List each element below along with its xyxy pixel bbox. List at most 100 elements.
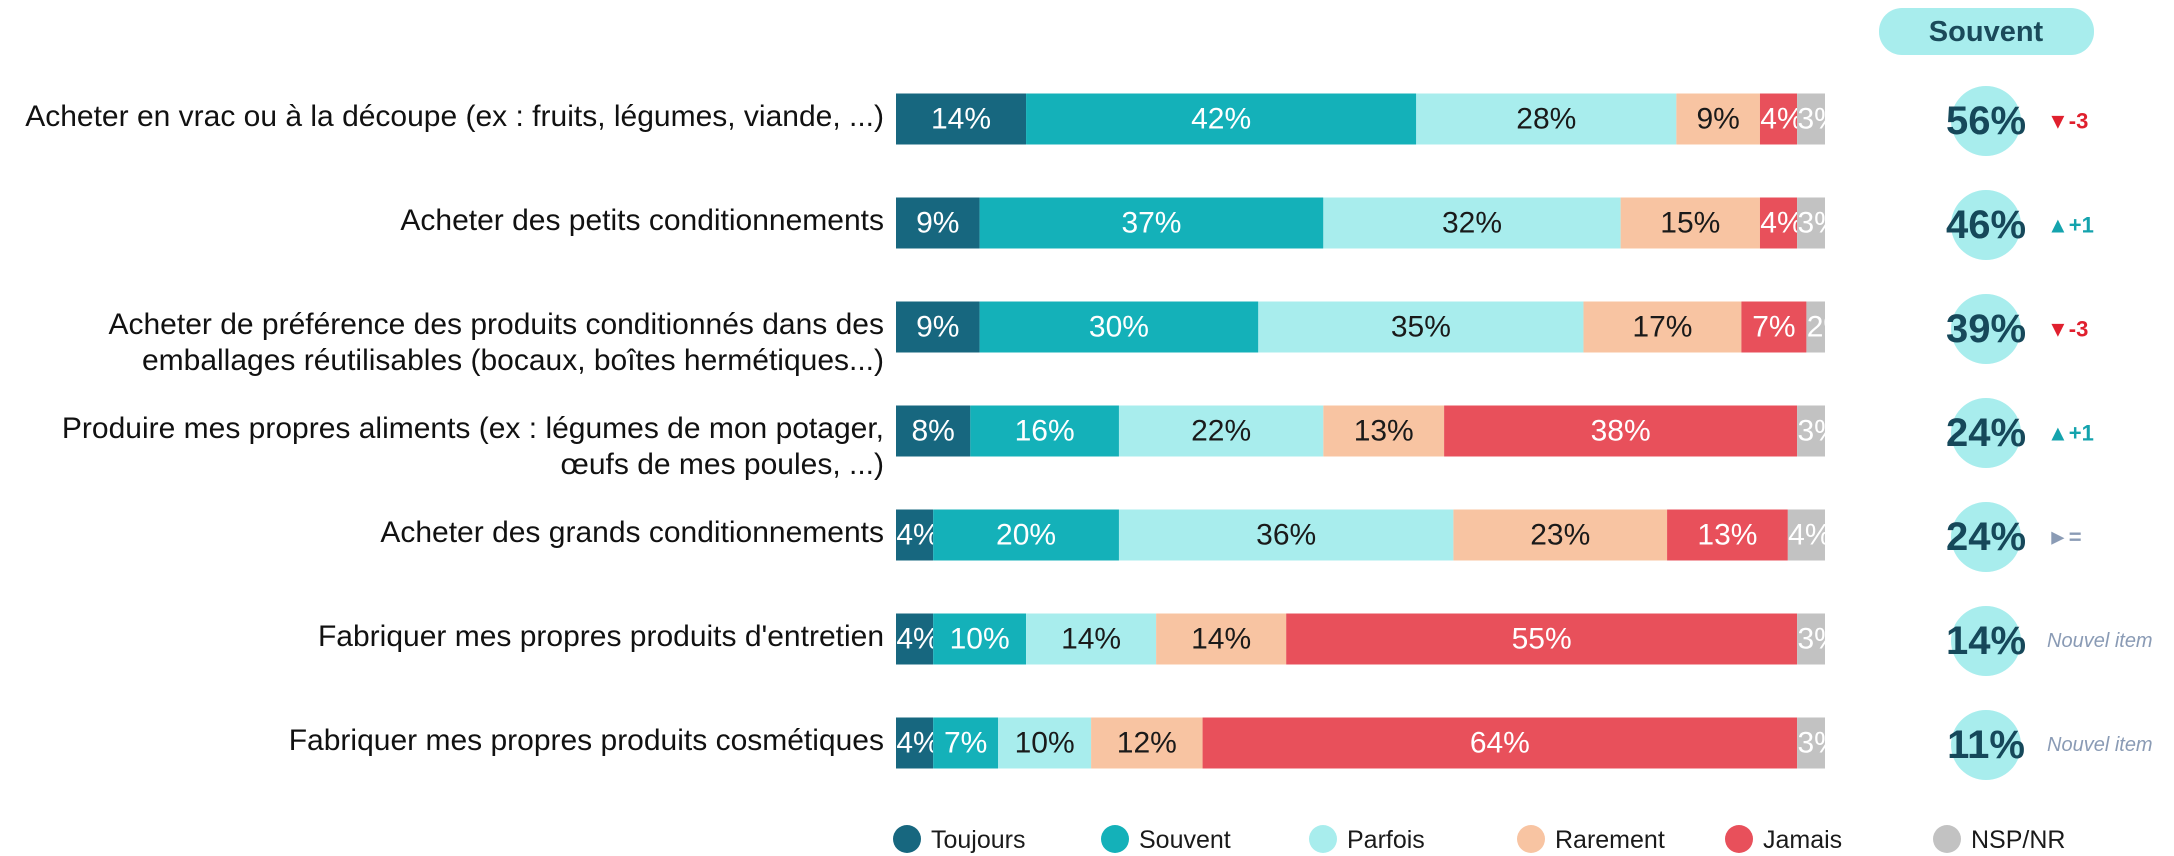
data-label: 15% xyxy=(1660,207,1720,240)
summary-change: Nouvel item xyxy=(2047,630,2153,652)
data-label: 4% xyxy=(896,519,939,552)
category-label: Produire mes propres aliments (ex : légu… xyxy=(61,412,884,481)
legend-label: Parfois xyxy=(1347,826,1425,854)
bar-segment xyxy=(896,509,934,561)
summary-bubble xyxy=(1951,502,2021,572)
legend-label: Rarement xyxy=(1555,826,1665,854)
data-label: 9% xyxy=(916,311,959,344)
bar-segment xyxy=(1676,93,1760,145)
summary-bubble xyxy=(1951,710,2021,780)
legend-label: Jamais xyxy=(1763,826,1842,854)
data-label: 55% xyxy=(1512,623,1572,656)
data-label: 20% xyxy=(996,519,1056,552)
bar-segment xyxy=(896,197,980,249)
bar-segment xyxy=(1091,717,1203,769)
summary-value: 24% xyxy=(1946,515,2026,559)
data-label: 4% xyxy=(1760,103,1803,136)
data-label: 23% xyxy=(1530,519,1590,552)
summary-value: 11% xyxy=(1947,723,2025,767)
data-label: 9% xyxy=(916,207,959,240)
data-label: 42% xyxy=(1191,103,1251,136)
summary-change: ▲+1 xyxy=(2047,421,2094,446)
bar-segment xyxy=(1620,197,1760,249)
bar-segment xyxy=(1156,613,1287,665)
summary-bubble xyxy=(1951,294,2021,364)
data-label: 4% xyxy=(896,623,939,656)
data-label: 8% xyxy=(911,415,954,448)
category-label: Acheter de préférence des produits condi… xyxy=(108,308,884,377)
data-label: 36% xyxy=(1256,519,1316,552)
bar-segment xyxy=(998,717,1092,769)
summary-change: ▼-3 xyxy=(2047,109,2088,134)
data-label: 28% xyxy=(1516,103,1576,136)
bar-segment xyxy=(1258,301,1584,353)
category-label: Fabriquer mes propres produits cosmétiqu… xyxy=(288,724,884,757)
bar-segment xyxy=(1797,405,1825,457)
bar-segment xyxy=(896,717,934,769)
data-label: 10% xyxy=(950,623,1010,656)
bar-segment xyxy=(1797,93,1825,145)
summary-value: 24% xyxy=(1946,411,2026,455)
summary-value: 46% xyxy=(1946,203,2026,247)
bar-segment xyxy=(896,405,971,457)
bar-segment xyxy=(979,197,1324,249)
data-label: 17% xyxy=(1632,311,1692,344)
data-label: 35% xyxy=(1391,311,1451,344)
legend-marker xyxy=(893,825,921,853)
data-label: 3% xyxy=(1797,415,1840,448)
data-label: 14% xyxy=(931,103,991,136)
bar-segment xyxy=(933,613,1027,665)
data-label: 22% xyxy=(1191,415,1251,448)
summary-change: ▼-3 xyxy=(2047,317,2088,342)
data-label: 13% xyxy=(1354,415,1414,448)
data-label: 10% xyxy=(1015,727,1075,760)
data-label: 13% xyxy=(1697,519,1757,552)
bar-segment xyxy=(1797,613,1825,665)
data-label: 7% xyxy=(944,727,987,760)
bar-segment xyxy=(1759,93,1798,145)
summary-value: 39% xyxy=(1946,307,2026,351)
summary-title: Souvent xyxy=(1929,16,2044,48)
data-label: 4% xyxy=(896,727,939,760)
data-label: 32% xyxy=(1442,207,1502,240)
category-label: Acheter en vrac ou à la découpe (ex : fr… xyxy=(25,100,884,133)
legend-label: NSP/NR xyxy=(1971,826,2065,854)
legend-label: Toujours xyxy=(931,826,1026,854)
data-label: 4% xyxy=(1760,207,1803,240)
bar-segment xyxy=(1118,405,1324,457)
bar-segment xyxy=(1202,717,1798,769)
category-label: Acheter des grands conditionnements xyxy=(380,516,884,549)
summary-bubble xyxy=(1951,606,2021,676)
data-label: 3% xyxy=(1797,103,1840,136)
data-label: 7% xyxy=(1752,311,1795,344)
summary-change: Nouvel item xyxy=(2047,734,2153,756)
category-label: Fabriquer mes propres produits d'entreti… xyxy=(317,620,884,653)
bar-segment xyxy=(979,301,1259,353)
data-label: 4% xyxy=(1788,519,1831,552)
data-label: 64% xyxy=(1470,727,1530,760)
data-label: 12% xyxy=(1117,727,1177,760)
bar-segment xyxy=(1323,197,1621,249)
bar-segment xyxy=(896,613,934,665)
data-label: 3% xyxy=(1797,727,1840,760)
bar-segment xyxy=(1787,509,1825,561)
category-label: Acheter des petits conditionnements xyxy=(400,204,884,237)
bar-segment xyxy=(1416,93,1677,145)
summary-bubble xyxy=(1951,190,2021,260)
bar-segment xyxy=(1444,405,1798,457)
bar-segment xyxy=(1797,717,1825,769)
bar-segment xyxy=(970,405,1119,457)
summary-header xyxy=(1879,8,2094,55)
legend-marker xyxy=(1725,825,1753,853)
bar-segment xyxy=(1118,509,1454,561)
legend-marker xyxy=(1101,825,1129,853)
legend-marker xyxy=(1309,825,1337,853)
data-label: 37% xyxy=(1121,207,1181,240)
data-label: 2% xyxy=(1807,311,1850,344)
summary-bubble xyxy=(1951,398,2021,468)
data-label: 14% xyxy=(1061,623,1121,656)
bar-segment xyxy=(1583,301,1742,353)
summary-bubble xyxy=(1951,86,2021,156)
